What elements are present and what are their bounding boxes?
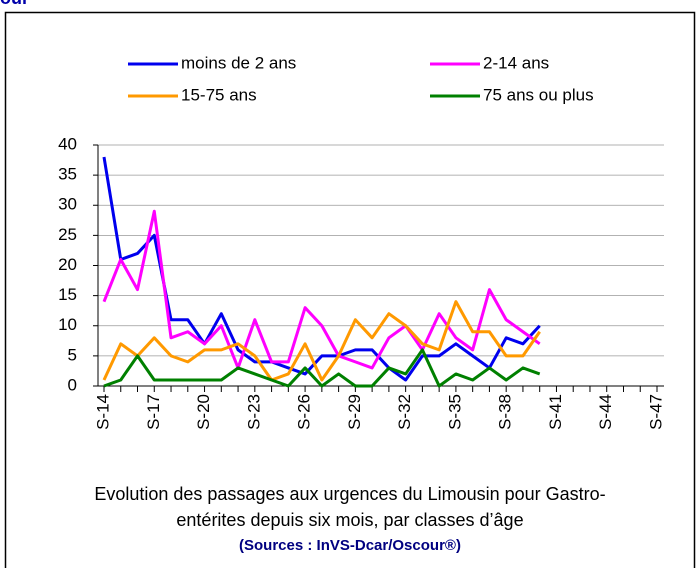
y-tick-label: 20 (58, 255, 77, 274)
x-tick-label: S-41 (546, 394, 565, 430)
frame (4, 11, 696, 573)
y-tick-label: 35 (58, 165, 77, 184)
legend-label: moins de 2 ans (181, 53, 296, 72)
series-line (102, 209, 541, 370)
x-tick-label: S-23 (244, 394, 263, 430)
y-tick-label: 30 (58, 195, 77, 214)
x-tick-label: S-35 (445, 394, 464, 430)
x-tick-label: S-38 (496, 394, 515, 430)
caption-line: Evolution des passages aux urgences du L… (94, 484, 605, 504)
x-tick-label: S-26 (295, 394, 314, 430)
x-tick-label: S-14 (93, 394, 112, 430)
legend-label: 15-75 ans (181, 85, 257, 104)
series-line (102, 156, 541, 382)
y-tick-label: 10 (58, 315, 77, 334)
y-tick-label: 15 (58, 285, 77, 304)
x-tick-label: S-47 (646, 394, 665, 430)
x-tick-label: S-32 (395, 394, 414, 430)
source: (Sources : InVS-Dcar/Oscour®) (239, 537, 461, 554)
x-tick-label: S-44 (596, 394, 615, 430)
header-fragment: our (0, 0, 29, 8)
y-tick-label: 5 (68, 345, 77, 364)
series-line (102, 300, 541, 382)
legend-label: 75 ans ou plus (483, 85, 594, 104)
y-tick-label: 40 (58, 134, 77, 153)
series-line (103, 348, 541, 388)
y-tick-label: 0 (68, 375, 77, 394)
x-tick-label: S-17 (144, 394, 163, 430)
y-tick-label: 25 (58, 225, 77, 244)
x-tick-label: S-20 (194, 394, 213, 430)
caption-line: entérites depuis six mois, par classes d… (176, 510, 523, 530)
legend-label: 2-14 ans (483, 53, 549, 72)
x-tick-label: S-29 (345, 394, 364, 430)
